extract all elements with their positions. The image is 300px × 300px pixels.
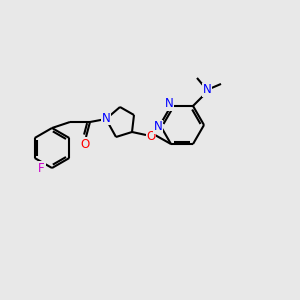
Text: N: N (102, 112, 110, 124)
Text: N: N (202, 83, 211, 96)
Text: N: N (154, 121, 162, 134)
Text: F: F (38, 161, 45, 175)
Text: N: N (165, 98, 173, 110)
Text: O: O (80, 137, 90, 151)
Text: O: O (146, 130, 156, 142)
